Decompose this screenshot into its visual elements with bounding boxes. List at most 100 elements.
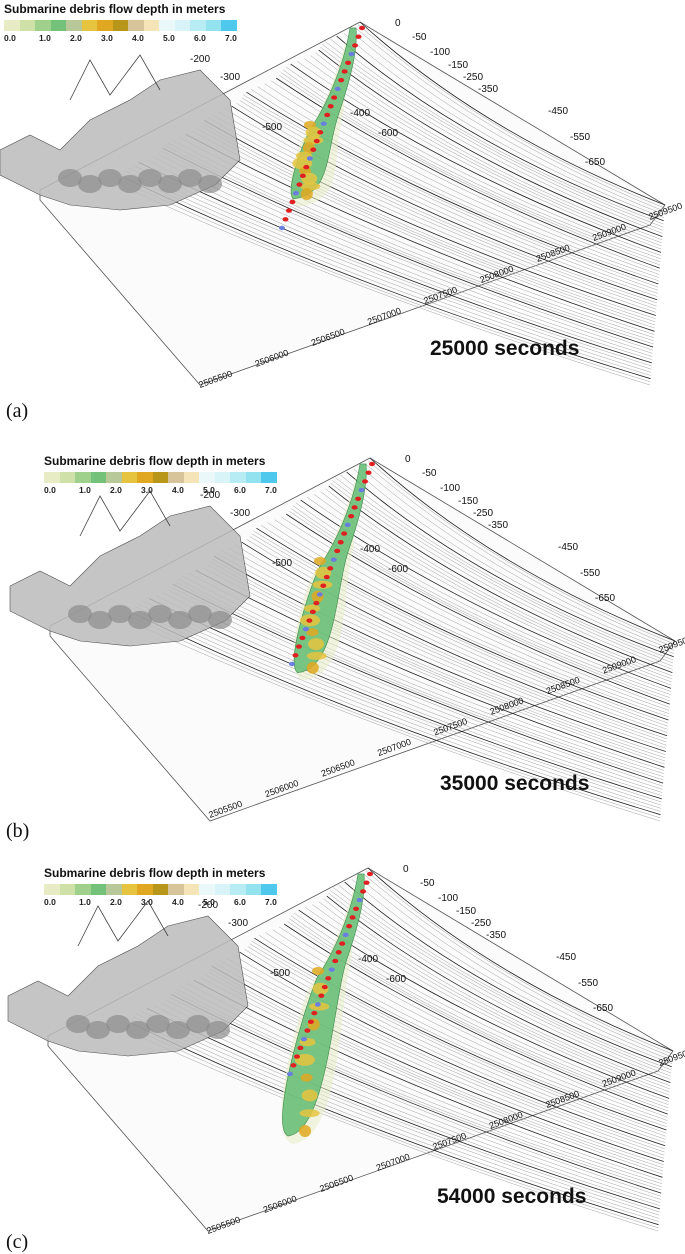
panel-letter: (c) [6, 1231, 29, 1253]
contour-label: -100 [430, 47, 450, 58]
legend-swatch [59, 884, 75, 895]
contour-line [160, 150, 653, 351]
transect-marker [292, 191, 299, 196]
contour-line [113, 181, 651, 386]
legend-swatch [214, 884, 230, 895]
transect-marker [365, 470, 372, 475]
transect-marker [314, 1002, 321, 1007]
contour-label: -450 [548, 106, 568, 117]
contour-line [200, 125, 656, 323]
contour-line [249, 943, 666, 1137]
coastal-ridge [0, 54, 241, 211]
contour-line [213, 555, 666, 752]
contour-label: -600 [388, 564, 408, 575]
contour-label: -50 [412, 32, 427, 43]
contour-label: -150 [458, 496, 478, 507]
contour-line [246, 91, 659, 285]
transect-marker [313, 600, 320, 606]
contour-line [121, 1027, 659, 1232]
transect-marker [363, 880, 370, 885]
contour-line [131, 612, 661, 816]
ridge-bump [188, 605, 212, 623]
ridge-bump [126, 1021, 150, 1039]
transect-marker [307, 1019, 314, 1025]
contour-line [265, 932, 668, 1124]
contour-line [197, 128, 656, 326]
contour-line [325, 488, 673, 676]
transect-marker [282, 217, 289, 222]
contour-line [251, 940, 667, 1134]
legend-swatch [106, 472, 122, 483]
legend: Submarine debris flow depth in meters 0.… [44, 866, 277, 909]
legend: Submarine debris flow depth in meters 0.… [4, 2, 237, 45]
contour-line [135, 606, 662, 809]
contour-line [202, 122, 656, 319]
contour-label: -150 [456, 906, 476, 917]
contour-label: -200 [190, 54, 210, 65]
debris-deposit [312, 967, 324, 975]
legend-swatch [19, 20, 35, 31]
contour-line [206, 117, 657, 313]
transect-marker [300, 1037, 307, 1042]
debris-deposit [299, 1109, 320, 1118]
contour-line [208, 971, 664, 1169]
debris-deposit [309, 1002, 330, 1011]
transect-marker [279, 225, 285, 231]
contour-line [170, 586, 663, 787]
contour-line [350, 30, 665, 215]
contour-line [126, 1025, 659, 1229]
contour-label: -500 [272, 558, 292, 569]
transect-marker [316, 592, 323, 597]
contour-line [365, 463, 675, 648]
transect-marker [362, 479, 369, 484]
contour-line [162, 147, 654, 348]
transect-marker [334, 86, 341, 92]
contour-line [360, 466, 675, 651]
transect-marker [309, 609, 316, 615]
legend-swatch [168, 884, 184, 895]
contour-line [211, 114, 657, 310]
legend-swatch [245, 472, 261, 483]
contour-line [320, 491, 672, 680]
legend-swatch [59, 472, 75, 483]
transect-marker [293, 1054, 300, 1059]
transect-marker [295, 644, 302, 649]
legend-ticks: 0.0 1.0 2.0 3.0 4.0 5.0 6.0 7.0 [4, 33, 237, 45]
contour-line [323, 898, 671, 1086]
contour-label: -550 [570, 132, 590, 143]
contour-line [227, 547, 667, 743]
legend-colorbar [4, 20, 237, 31]
contour-line [251, 533, 668, 727]
ridge-bump [158, 175, 182, 193]
transect-marker [296, 182, 303, 187]
contour-line [216, 553, 667, 749]
legend-tick-label: 7.0 [265, 897, 277, 907]
debris-deposit [306, 651, 327, 660]
contour-line [241, 541, 668, 737]
transect-marker [330, 557, 337, 562]
ridge-bump [98, 169, 122, 187]
contour-label: -450 [556, 952, 576, 963]
legend-tick-label: 3.0 [141, 897, 153, 907]
contour-line [259, 935, 667, 1127]
ridge-bump [86, 1021, 110, 1039]
ridge-bump [128, 611, 152, 629]
transect-marker [328, 967, 335, 972]
contour-line [244, 949, 666, 1143]
transect-marker [348, 51, 355, 57]
contour-line [272, 929, 668, 1121]
contour-label: 0 [405, 454, 411, 465]
legend-tick-label: 6.0 [194, 33, 206, 43]
contour-line [212, 558, 666, 755]
legend-swatch [183, 472, 199, 483]
contour-line [320, 47, 663, 234]
legend-swatch [261, 472, 277, 483]
transect-markers [279, 25, 365, 231]
contour-label: -200 [198, 900, 218, 911]
contour-line [148, 597, 662, 800]
time-label: 25000 seconds [430, 337, 580, 360]
transect-marker [359, 25, 365, 31]
transect-markers [287, 871, 373, 1077]
contour-line [359, 21, 666, 206]
legend-tick-label: 1.0 [79, 897, 91, 907]
